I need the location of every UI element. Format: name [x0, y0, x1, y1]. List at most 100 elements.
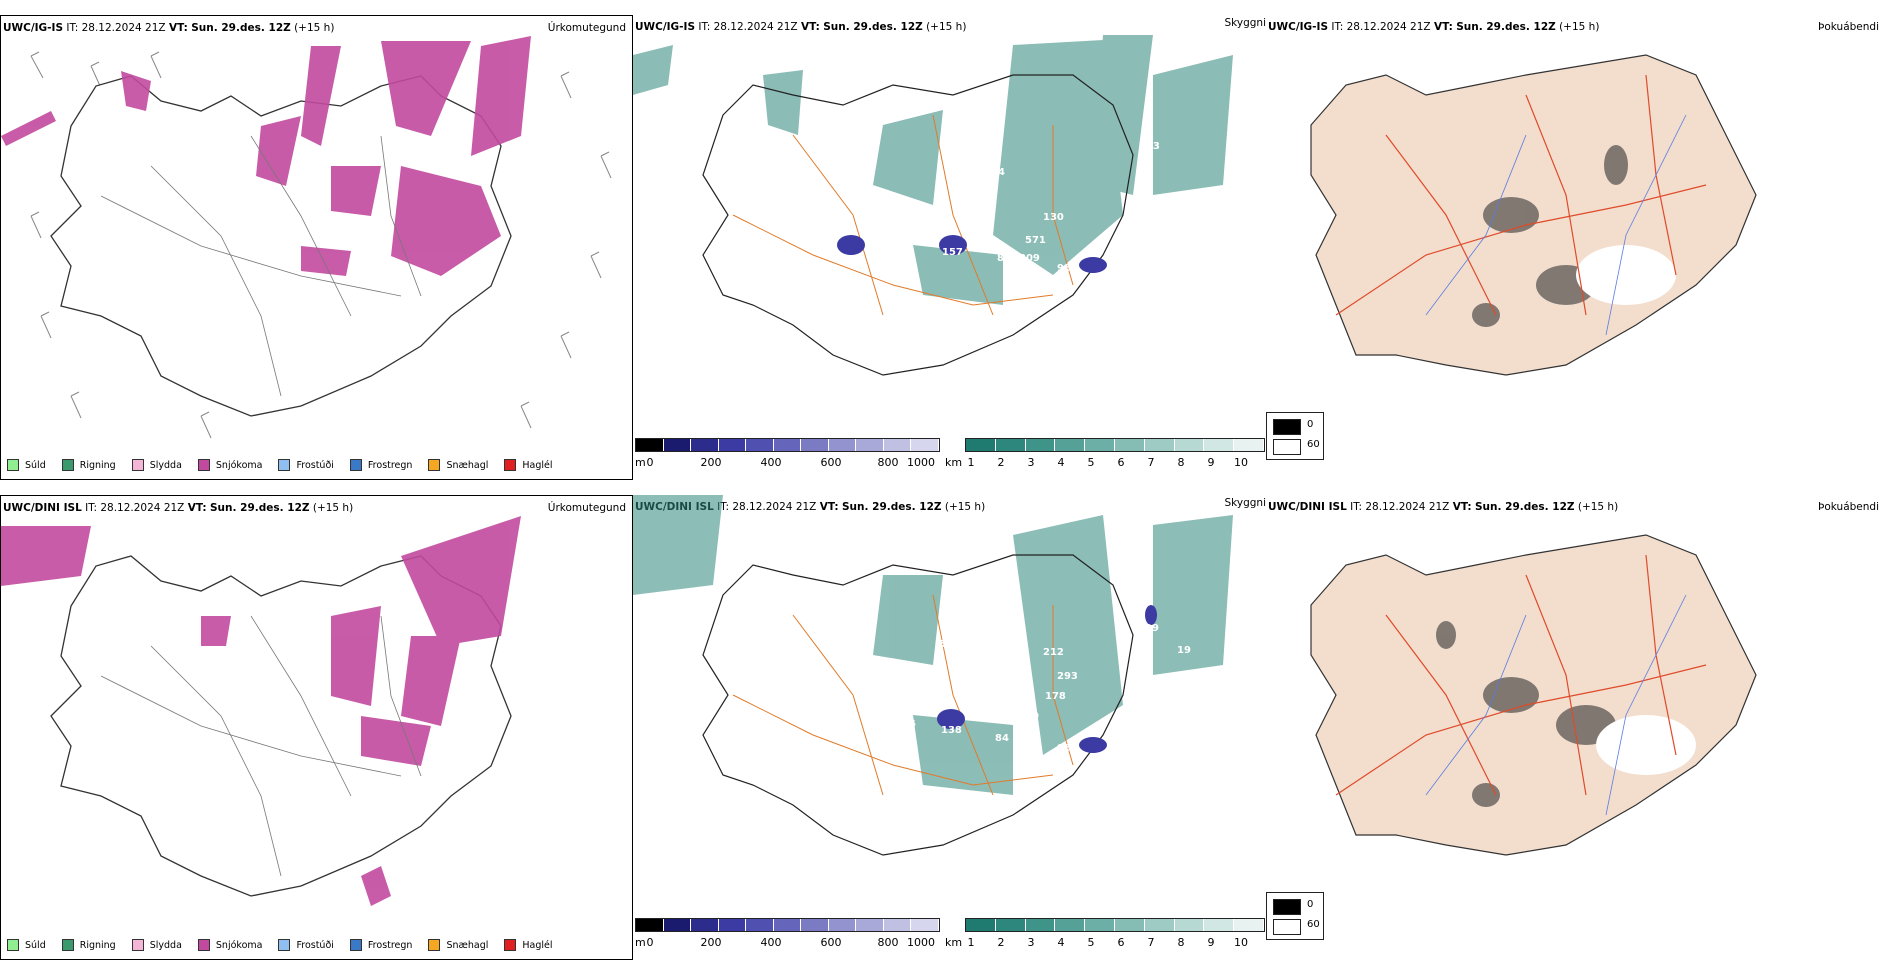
colorbar-cell	[801, 439, 829, 451]
precip-map	[1, 516, 521, 906]
colorbar-cell	[1055, 439, 1086, 451]
cloud-height-label: 96	[1057, 263, 1071, 274]
road-network	[1335, 554, 1707, 796]
cloud-panel-row1: UWC/IG-IS IT: 28.12.2024 21Z VT: Sun. 29…	[633, 15, 1266, 480]
legend-item: Súld	[7, 459, 46, 471]
colorbar-cells	[965, 918, 1265, 932]
road-network	[732, 594, 1074, 796]
cloud-height-label: 84	[995, 733, 1009, 744]
product-title: Þokuábendi	[1818, 21, 1879, 33]
iceland-outline	[702, 554, 1134, 856]
fog-map	[1310, 534, 1757, 856]
colorbar-cells	[635, 438, 940, 452]
cloud-height-label: 161	[971, 191, 992, 202]
cloud-height-label: 200	[1015, 743, 1036, 754]
legend-item: Frostúði	[278, 939, 334, 951]
legend-swatch	[349, 459, 362, 471]
legend-swatch	[278, 459, 291, 471]
legend-item: Slydda	[131, 459, 182, 471]
cloud-height-label: 83	[997, 253, 1011, 264]
cloud-height-label: 95	[895, 242, 909, 253]
cloud-fields	[633, 35, 1233, 305]
colorbar-cell	[746, 439, 774, 451]
snow-areas	[1, 516, 521, 906]
legend-item: Súld	[7, 939, 46, 951]
colorbar-cell	[1234, 439, 1264, 451]
cloud-height-label: 75	[1109, 723, 1123, 734]
cloud-height-label: 212	[1043, 647, 1064, 658]
colorbar-cell	[1114, 439, 1145, 451]
legend-item: Haglél	[504, 939, 553, 951]
fog-areas	[1472, 145, 1628, 327]
panel-header: UWC/IG-IS IT: 28.12.2024 21Z VT: Sun. 29…	[635, 21, 967, 33]
rivers	[1425, 594, 1687, 816]
legend-item: Rigning	[61, 459, 116, 471]
summits	[837, 235, 1107, 273]
precip-legend: Súld Rigning Slydda Snjókoma Frostúði Fr…	[7, 939, 553, 951]
legend-swatch	[504, 459, 517, 471]
valid-time: Sun. 29.des. 12Z	[191, 22, 291, 34]
panel-header: UWC/DINI ISL IT: 28.12.2024 21Z VT: Sun.…	[3, 502, 354, 514]
road-network	[100, 135, 422, 397]
legend-item: Snjókoma	[197, 939, 262, 951]
legend-item: Snjókoma	[197, 459, 262, 471]
panel-header: UWC/IG-IS IT: 28.12.2024 21Z VT: Sun. 29…	[1268, 21, 1600, 33]
iceland-outline	[50, 555, 512, 897]
legend-swatch	[7, 459, 19, 471]
colorbar-cells	[635, 918, 940, 932]
legend-item: Rigning	[61, 939, 116, 951]
cloud-height-label: 138	[941, 725, 962, 736]
legend-item: Snæhagl	[428, 459, 488, 471]
fog-legend-row2: 0 60	[1266, 892, 1324, 940]
road-network	[1335, 74, 1707, 316]
cloud-height-label: 74	[991, 167, 1005, 178]
cloud-height-label: 259	[963, 137, 984, 148]
colorbar-unit: km	[945, 456, 963, 469]
wind-barbs	[30, 51, 612, 439]
cloud-height-label: 30	[1025, 711, 1039, 722]
colorbar-cell	[911, 439, 940, 451]
fog-legend-row1: 0 60	[1266, 412, 1324, 460]
colorbar-cell	[856, 439, 884, 451]
cloud-height-label: 103	[1139, 141, 1160, 152]
glacier-area	[1596, 715, 1696, 775]
cloud-height-label: 96	[1057, 743, 1071, 754]
elevation-colorbar-row2: m 0 200 400 600 800 1000	[635, 918, 940, 950]
rivers	[1425, 114, 1687, 336]
legend-swatch	[197, 459, 210, 471]
cloud-height-label: 256	[1109, 243, 1130, 254]
colorbar-cell	[773, 439, 802, 451]
product-title: Skyggni	[1224, 497, 1267, 509]
iceland-outline	[50, 75, 512, 417]
model-name: UWC/IG-IS	[3, 22, 64, 34]
legend-item: Snæhagl	[428, 939, 488, 951]
legend-swatch	[61, 459, 74, 471]
legend-swatch	[131, 459, 144, 471]
legend-swatch	[428, 459, 441, 471]
cloud-height-label: 178	[1045, 691, 1066, 702]
colorbar-cells	[965, 438, 1265, 452]
cloud-height-label: 09	[1145, 623, 1159, 634]
colorbar-cell	[691, 439, 719, 451]
valid-label: VT:	[168, 22, 188, 34]
cloud-height-label: 05	[991, 647, 1005, 658]
cloud-height-label: 19	[1177, 645, 1191, 656]
colorbar-cell	[995, 439, 1026, 451]
visibility-colorbar-row2: km 1 2 3 4 5 6 7 8 9 10	[945, 918, 1265, 950]
fog-map	[1310, 54, 1757, 376]
precip-type-panel-row1: UWC/IG-IS IT: 28.12.2024 21Z VT: Sun. 29…	[0, 15, 633, 480]
product-title: Skyggni	[1224, 17, 1267, 29]
legend-item: Haglél	[504, 459, 553, 471]
fog-swatch-low	[1273, 439, 1301, 455]
product-title: Þokuábendi	[1818, 501, 1879, 513]
cloud-height-labels: 259 259 74 161 103 130 95 157 571 256 83…	[895, 137, 1160, 274]
colorbar-cell	[663, 439, 692, 451]
elevation-colorbar-row1: m 0 200 400 600 800 1000	[635, 438, 940, 474]
colorbar-cell	[1085, 439, 1115, 451]
legend-item: Frostregn	[349, 939, 412, 951]
cloud-height-label: 209	[1019, 253, 1040, 264]
cloud-map: 259 259 74 161 103 130 95 157 571 256 83…	[633, 35, 1233, 376]
visibility-colorbar-row1: km 1 2 3 4 5 6 7 8 9 10	[945, 438, 1265, 474]
precip-type-panel-row2: UWC/DINI ISL IT: 28.12.2024 21Z VT: Sun.…	[0, 495, 633, 960]
cloud-map: 09 54 05 212 19 293 178 30 276 138 84 20…	[633, 495, 1233, 856]
